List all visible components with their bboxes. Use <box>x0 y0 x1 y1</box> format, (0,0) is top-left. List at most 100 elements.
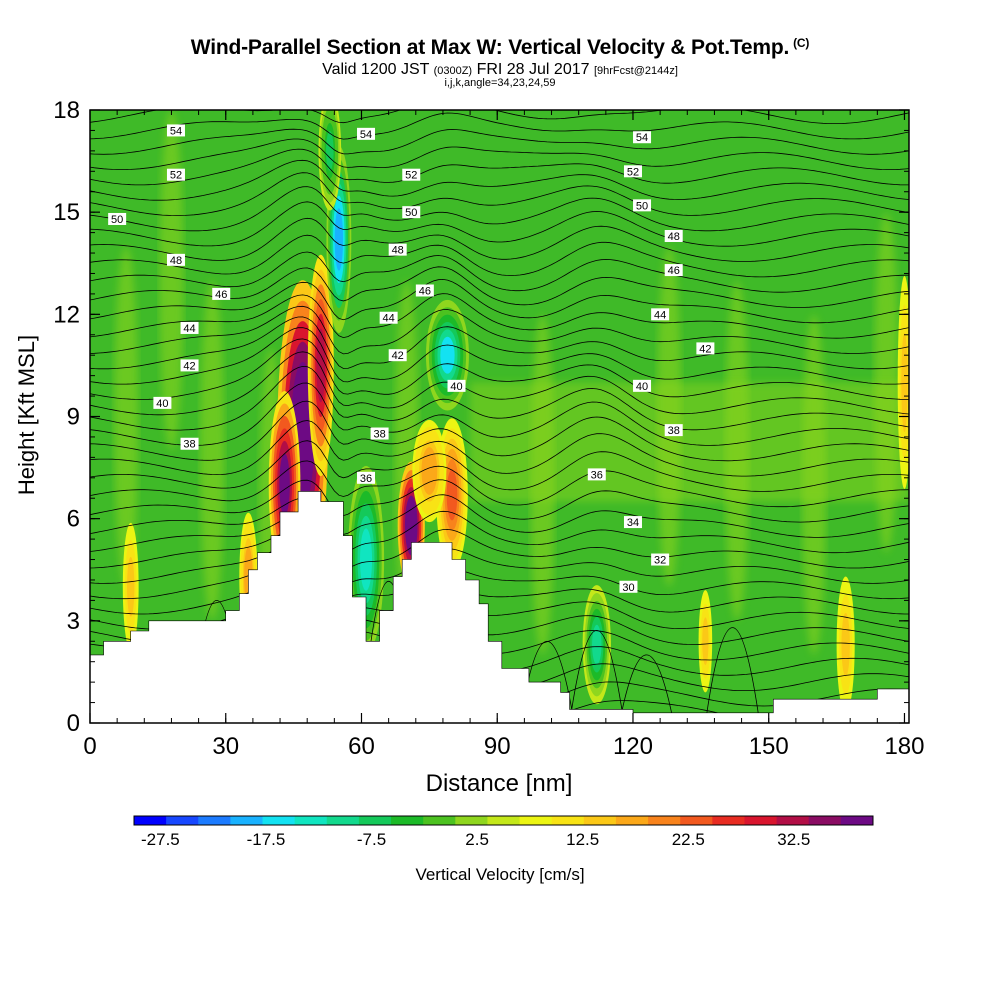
terrain-mask <box>90 491 909 723</box>
theta-label: 34 <box>627 517 639 529</box>
theta-label: 42 <box>392 350 404 362</box>
isentrope-line <box>90 138 909 171</box>
colorbar-swatch <box>262 816 296 825</box>
colorbar-frame <box>133 815 874 826</box>
theta-label: 48 <box>170 255 182 267</box>
theta-label: 44 <box>183 323 195 335</box>
w-contour-level <box>902 346 907 418</box>
y-tick-label: 15 <box>53 199 80 226</box>
near-surface-contour <box>569 630 625 723</box>
theta-label-box <box>180 359 199 372</box>
isentrope-line <box>90 479 909 523</box>
isentrope-line <box>90 327 909 385</box>
weak-updraft-band <box>200 280 225 621</box>
isentrope-line <box>90 172 909 217</box>
theta-label-box <box>633 379 652 392</box>
theta-label-box <box>357 471 376 484</box>
chart-subtitle: Valid 1200 JST (0300Z) FRI 28 Jul 2017 [… <box>0 61 1000 79</box>
theta-label-box <box>633 199 652 212</box>
colorbar-swatch <box>551 816 585 825</box>
theta-label: 40 <box>636 381 648 393</box>
theta-label: 44 <box>383 313 395 325</box>
isentrope-line <box>90 316 909 370</box>
near-surface-contour <box>704 627 761 723</box>
theta-label-box <box>388 349 407 362</box>
colorbar-swatch <box>744 816 778 825</box>
isentrope-line <box>90 217 909 262</box>
theta-label-box <box>619 580 638 593</box>
weak-updraft-band <box>114 246 139 587</box>
x-tick-label: 90 <box>484 733 511 760</box>
isentrope-line <box>90 555 909 600</box>
y-tick-label: 3 <box>67 608 80 635</box>
isentrope-line <box>90 382 909 446</box>
y-tick-label: 9 <box>67 404 80 431</box>
theta-label: 38 <box>183 439 195 451</box>
theta-label: 46 <box>215 289 227 301</box>
theta-label-box <box>180 321 199 334</box>
isentrope-line <box>90 365 909 431</box>
colorbar-swatch <box>455 816 488 825</box>
colorbar-tick-label: 22.5 <box>672 830 705 849</box>
theta-label: 42 <box>699 343 711 355</box>
w-contour-level <box>423 453 436 489</box>
theta-label-box <box>370 427 389 440</box>
colorbar-swatch <box>391 816 424 825</box>
theta-label-box <box>180 437 199 450</box>
theta-label-box <box>651 553 670 566</box>
chart-subtitle-indices: i,j,k,angle=34,23,24,59 <box>444 77 556 89</box>
isentrope-line <box>90 305 909 355</box>
x-tick-label: 150 <box>749 733 789 760</box>
theta-label-box <box>402 168 421 181</box>
theta-label: 42 <box>183 360 195 372</box>
theta-label-box <box>696 342 715 355</box>
terrain-profile <box>90 491 909 723</box>
colorbar-swatch <box>712 816 745 825</box>
theta-label-box <box>108 212 127 225</box>
theta-label: 38 <box>668 425 680 437</box>
updraft-core <box>122 522 139 651</box>
theta-label: 54 <box>170 125 182 137</box>
theta-label: 32 <box>654 555 666 567</box>
colorbar-swatch <box>294 816 328 825</box>
w-contour-level <box>842 621 849 668</box>
theta-label-box <box>212 287 231 300</box>
theta-label: 52 <box>405 170 417 182</box>
w-contour-level <box>279 453 290 516</box>
theta-label-box <box>166 124 185 137</box>
chart-title-mark: (C) <box>793 36 810 50</box>
colorbar-swatch <box>423 816 456 825</box>
w-contour-level <box>440 336 455 374</box>
colorbar-swatch <box>519 816 553 825</box>
colorbar-tick-label: -7.5 <box>357 830 386 849</box>
theta-label: 30 <box>622 582 634 594</box>
colorbar-swatch <box>583 816 617 825</box>
theta-label-box <box>379 311 398 324</box>
isentrope-line <box>90 148 909 186</box>
theta-label-box <box>633 131 652 144</box>
theta-label: 54 <box>360 129 372 141</box>
colorbar-tick-label: -27.5 <box>141 830 180 849</box>
theta-label: 50 <box>636 200 648 212</box>
theta-label-box <box>664 264 683 277</box>
theta-label: 38 <box>373 429 385 441</box>
w-contour-level <box>326 131 334 171</box>
isentrope-line <box>90 234 909 278</box>
subtitle-fcst: [9hrFcst@2144z] <box>593 65 678 77</box>
theta-label-box <box>587 468 606 481</box>
theta-label-box <box>651 308 670 321</box>
colorbar-tick-label: 32.5 <box>777 830 810 849</box>
downdraft-core <box>582 585 611 705</box>
colorbar-label: Vertical Velocity [cm/s] <box>415 865 584 884</box>
isentrope-line <box>90 110 909 124</box>
subtitle-date: FRI 28 Jul 2017 <box>476 61 590 78</box>
colorbar-swatch <box>134 816 167 825</box>
colorbar-tick-label: 2.5 <box>465 830 489 849</box>
isentrope-line <box>90 186 909 232</box>
isentrope-line <box>90 494 909 538</box>
theta-label: 50 <box>405 207 417 219</box>
theta-label-box <box>447 379 466 392</box>
theta-label: 48 <box>668 231 680 243</box>
theta-label-box <box>357 127 376 140</box>
